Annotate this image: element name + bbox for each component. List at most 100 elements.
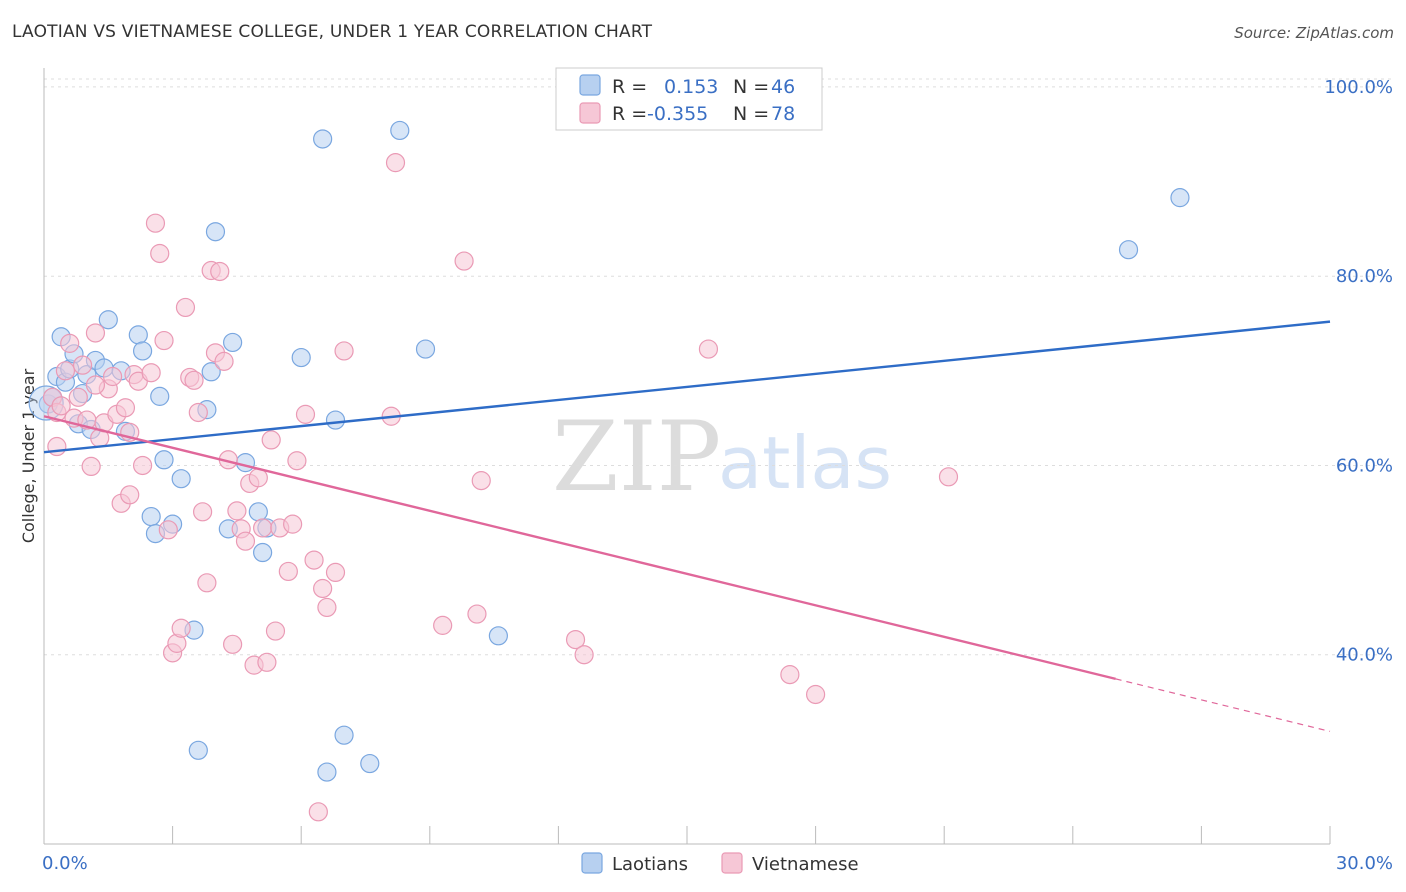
vietnamese-point-42 — [227, 501, 247, 521]
vietnamese-point-34 — [193, 502, 213, 522]
laotians-point-44 — [1118, 240, 1139, 260]
vietnamese-point-18 — [120, 485, 140, 505]
trend-line-laotians — [43, 320, 1331, 454]
vietnamese-point-67 — [467, 604, 487, 624]
vietnamese-point-4 — [60, 333, 80, 353]
vietnamese-point-60 — [317, 597, 337, 618]
watermark: ZIP atlas — [552, 401, 892, 513]
vietnamese-point-66 — [454, 251, 474, 271]
vietnamese-point-49 — [257, 652, 277, 672]
vietnamese-point-7 — [72, 355, 93, 375]
vietnamese-point-51 — [265, 621, 286, 641]
laotians-point-32 — [248, 502, 268, 522]
laotians-point-40 — [360, 753, 380, 774]
vietnamese-point-73 — [805, 684, 826, 705]
series-vietnamese-points — [42, 153, 959, 822]
laotians-point-31 — [235, 453, 256, 473]
series-legend: Laotians Vietnamese — [581, 852, 859, 875]
y-tick-label-40: 40.0% — [1336, 645, 1393, 666]
vietnamese-point-29 — [171, 618, 191, 638]
legend-r-label-laotians: R = — [612, 76, 647, 98]
x-tick-label-30: 30.0% — [1336, 853, 1393, 874]
x-ticks — [43, 826, 1331, 844]
vietnamese-point-64 — [385, 153, 406, 173]
vietnamese-point-58 — [308, 802, 328, 822]
gridlines — [44, 78, 1392, 656]
laotians-point-33 — [253, 542, 273, 563]
laotians-point-16 — [128, 325, 148, 345]
y-tick-label-100: 100.0% — [1324, 77, 1393, 98]
series-legend-swatch-laotians — [581, 852, 603, 874]
vietnamese-point-48 — [253, 518, 273, 538]
legend-n-label-laotians: N = — [733, 76, 769, 98]
laotians-point-37 — [325, 410, 346, 430]
vietnamese-point-68 — [471, 471, 491, 491]
x-tick-label-0: 0.0% — [42, 853, 88, 874]
laotians-point-17 — [132, 341, 153, 361]
laotians-point-18 — [141, 506, 161, 527]
vietnamese-point-25 — [154, 330, 174, 351]
laotians-point-13 — [98, 310, 118, 330]
trend-line-vietnamese-extension — [1115, 678, 1331, 732]
vietnamese-point-2 — [51, 396, 71, 416]
legend-swatch-vietnamese — [579, 102, 601, 124]
laotians-point-20 — [150, 386, 170, 406]
vietnamese-point-21 — [132, 455, 153, 476]
source-credit: Source: ZipAtlas.com — [1234, 24, 1394, 42]
watermark-zip: ZIP — [552, 401, 721, 513]
laotians-point-21 — [154, 450, 174, 470]
vietnamese-point-62 — [334, 341, 354, 361]
x-tick-labels: 0.0% 30.0% — [42, 853, 1393, 874]
y-tick-labels: 40.0% 60.0% 80.0% 100.0% — [1324, 77, 1393, 666]
vietnamese-point-61 — [325, 562, 346, 583]
laotians-point-30 — [223, 332, 243, 353]
laotians-point-28 — [205, 222, 226, 242]
vietnamese-point-54 — [283, 514, 303, 534]
series-legend-swatch-vietnamese — [721, 852, 743, 874]
legend-n-value-vietnamese: 78 — [771, 103, 795, 125]
vietnamese-point-26 — [158, 520, 178, 540]
vietnamese-point-10 — [85, 323, 106, 343]
laotians-point-36 — [313, 129, 333, 149]
vietnamese-point-35 — [197, 573, 217, 593]
vietnamese-point-75 — [47, 436, 67, 457]
y-tick-label-80: 80.0% — [1336, 266, 1393, 287]
vietnamese-point-71 — [698, 339, 719, 359]
vietnamese-point-9 — [81, 456, 101, 477]
vietnamese-point-59 — [313, 578, 333, 599]
legend-swatch-laotians — [579, 74, 601, 96]
vietnamese-point-22 — [141, 363, 161, 383]
vietnamese-point-50 — [261, 430, 281, 450]
vietnamese-point-39 — [214, 351, 234, 371]
legend-n-label-vietnamese: N = — [733, 103, 769, 125]
vietnamese-point-53 — [278, 561, 298, 582]
trend-lines — [43, 320, 1331, 732]
laotians-point-27 — [201, 362, 221, 382]
series-legend-label-vietnamese: Vietnamese — [752, 854, 859, 875]
legend-r-value-vietnamese: -0.355 — [647, 103, 708, 125]
laotians-point-35 — [291, 347, 311, 368]
vietnamese-point-41 — [223, 634, 243, 654]
laotians-point-23 — [171, 469, 191, 489]
correlation-legend: R = 0.153 N = 46 R = -0.355 N = 78 — [555, 67, 823, 131]
vietnamese-point-69 — [565, 629, 586, 650]
watermark-atlas: atlas — [718, 421, 892, 505]
vietnamese-point-56 — [295, 404, 316, 424]
y-tick-label-60: 60.0% — [1336, 455, 1393, 476]
laotians-point-39 — [317, 762, 337, 782]
laotians-point-45 — [1170, 188, 1190, 208]
vietnamese-point-74 — [938, 467, 959, 487]
laotians-point-42 — [415, 339, 436, 359]
vietnamese-point-32 — [184, 370, 204, 390]
vietnamese-point-14 — [102, 366, 123, 387]
legend-r-label-vietnamese: R = — [612, 103, 647, 125]
vietnamese-point-33 — [188, 402, 208, 423]
vietnamese-point-24 — [150, 243, 170, 264]
vietnamese-point-44 — [235, 531, 256, 551]
legend-r-value-laotians: 0.153 — [664, 76, 718, 98]
vietnamese-point-38 — [210, 261, 230, 282]
vietnamese-point-30 — [175, 297, 196, 318]
vietnamese-point-65 — [433, 615, 453, 635]
vietnamese-point-70 — [574, 645, 594, 665]
